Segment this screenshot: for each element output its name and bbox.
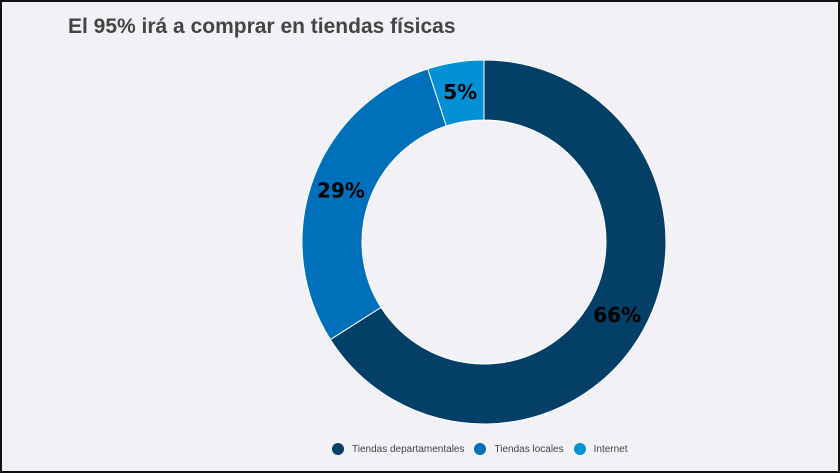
legend-marker [474,443,487,455]
legend-marker [573,443,586,455]
donut-slice-tiendas-locales[interactable] [301,68,447,341]
chart-title: El 95% irá a comprar en tiendas físicas [68,15,456,38]
data-label: 5% [443,80,477,104]
legend-label: Internet [593,443,628,455]
legend-item[interactable]: Tiendas departamentales [332,443,464,455]
data-label: 29% [317,179,365,203]
donut-slice-internet[interactable] [427,59,485,127]
legend-item[interactable]: Internet [573,443,628,455]
legend: Tiendas departamentales Tiendas locales In… [332,443,628,455]
donut-slice-tiendas-departamentales[interactable] [329,59,667,425]
data-label: 66% [593,303,641,327]
legend-marker [332,443,344,455]
legend-item[interactable]: Tiendas locales [474,443,564,455]
legend-label: Tiendas locales [494,443,564,455]
legend-label: Tiendas departamentales [352,443,465,455]
